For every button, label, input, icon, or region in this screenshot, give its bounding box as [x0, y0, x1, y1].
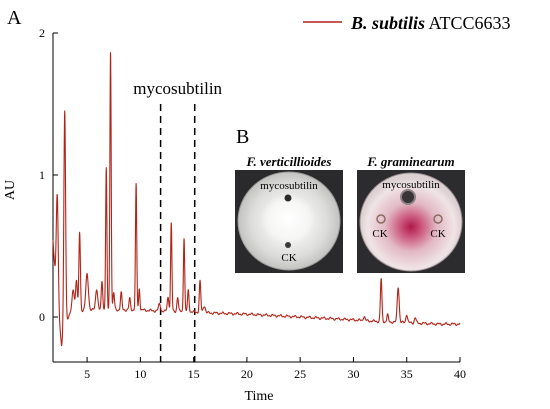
x-tick-label: 40: [454, 367, 466, 381]
x-tick-label: 30: [347, 367, 359, 381]
y-tick-label: 2: [39, 26, 45, 40]
plate-2-top-well: [400, 189, 416, 205]
plate-2-dish: [359, 172, 463, 272]
plate-verticillioides: F. verticillioides mycosubtilin CK: [235, 154, 343, 273]
legend-plain: ATCC6633: [425, 13, 511, 33]
x-tick-label: 10: [134, 367, 146, 381]
x-tick-label: 25: [294, 367, 306, 381]
x-tick-label: 15: [188, 367, 200, 381]
plate-2-left-label: CK: [372, 228, 387, 240]
plate-2-title: F. graminearum: [366, 154, 454, 169]
x-axis-label: Time: [244, 389, 273, 404]
axes: 5 10 15 20 25 30 35 40 0 1 2 Time AU: [3, 26, 466, 404]
y-tick-label: 0: [39, 310, 45, 324]
plate-1-colony: [261, 194, 315, 244]
x-tick-label: 5: [84, 367, 90, 381]
x-tick-label: 35: [401, 367, 413, 381]
plate-2-right-label: CK: [430, 228, 445, 240]
y-ticks: 0 1 2: [39, 26, 58, 324]
mycosubtilin-region: mycosubtilin: [133, 79, 223, 362]
panel-b-letter: B: [236, 126, 249, 148]
plate-2-left-well: [376, 214, 386, 224]
plate-1-bottom-label: CK: [281, 252, 296, 264]
plate-1-title: F. verticillioides: [246, 154, 332, 169]
panel-a-letter: A: [7, 7, 22, 29]
x-ticks: 5 10 15 20 25 30 35 40: [84, 357, 466, 381]
plate-1-bottom-well: [285, 242, 291, 248]
plate-1-top-well: [284, 194, 292, 202]
y-axis-label: AU: [3, 180, 18, 200]
plate-1-top-label: mycosubtilin: [260, 180, 318, 192]
legend-label: B. subtilis ATCC6633: [350, 13, 511, 33]
plate-2-right-well: [433, 214, 443, 224]
plate-2-top-label: mycosubtilin: [382, 179, 440, 191]
legend-italic: B. subtilis: [350, 13, 425, 33]
plate-graminearum: F. graminearum mycosubtilin CK CK: [357, 154, 465, 273]
region-label: mycosubtilin: [133, 79, 222, 98]
legend: B. subtilis ATCC6633: [303, 13, 511, 33]
x-tick-label: 20: [241, 367, 253, 381]
y-tick-label: 1: [39, 168, 45, 182]
chromatogram-trace: [52, 52, 461, 347]
